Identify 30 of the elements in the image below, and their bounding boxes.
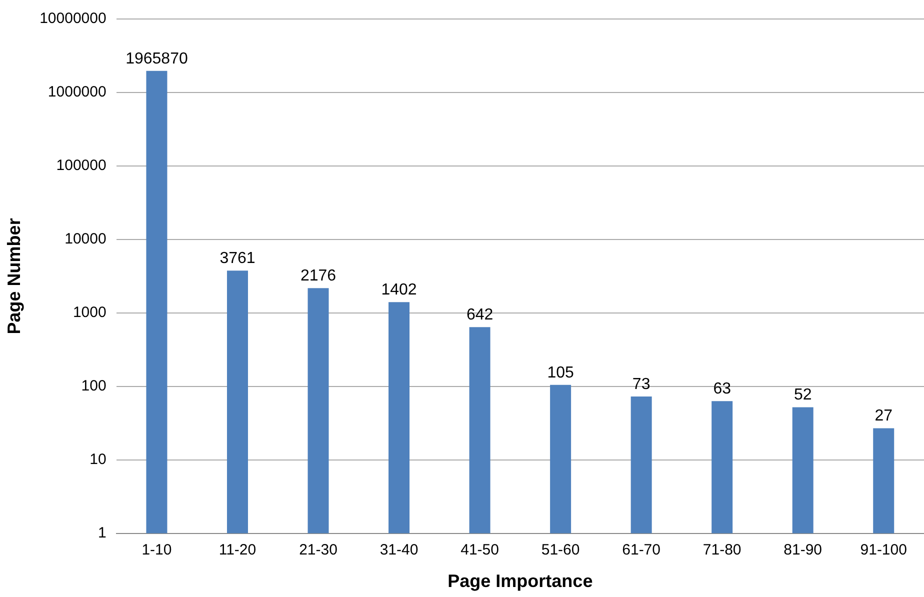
x-tick-label: 81-90 — [784, 542, 822, 559]
y-tick-label: 100 — [81, 378, 106, 395]
data-label: 52 — [794, 386, 812, 404]
y-tick-label: 100000 — [56, 157, 106, 174]
y-tick-label: 1000 — [72, 304, 106, 322]
data-label: 3761 — [220, 250, 256, 268]
data-label: 1965870 — [126, 50, 188, 68]
data-label: 1402 — [381, 282, 417, 299]
data-label: 27 — [874, 408, 893, 425]
y-tick-label: 1 — [98, 524, 106, 542]
y-tick-label: 10000000 — [40, 10, 106, 28]
x-tick-label: 11-20 — [218, 542, 256, 559]
y-axis-title: Page Number — [4, 218, 24, 334]
x-tick-label: 21-30 — [299, 542, 338, 559]
x-tick-label: 1-10 — [142, 542, 172, 559]
x-tick-label: 91-100 — [860, 542, 907, 559]
x-tick-label: 61-70 — [622, 542, 661, 559]
data-label: 642 — [466, 306, 494, 324]
x-tick-label: 71-80 — [702, 542, 742, 559]
data-label: 63 — [713, 380, 732, 398]
y-tick-label: 10000 — [64, 230, 106, 248]
data-label: 105 — [547, 364, 574, 382]
data-label: 73 — [632, 376, 650, 393]
x-axis-title: Page Importance — [448, 571, 593, 592]
data-label: 2176 — [300, 268, 336, 285]
x-tick-label: 31-40 — [380, 542, 418, 559]
y-tick-label: 10 — [90, 451, 106, 468]
x-tick-label: 41-50 — [460, 542, 499, 559]
x-tick-label: 51-60 — [541, 542, 580, 559]
y-tick-label: 1000000 — [48, 84, 106, 101]
